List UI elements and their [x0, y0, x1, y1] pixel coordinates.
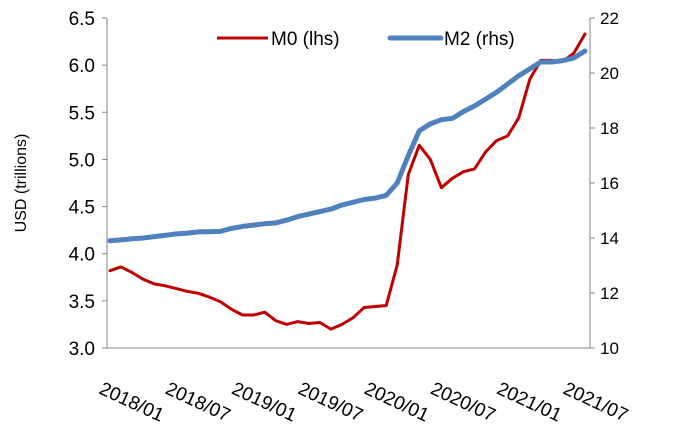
y-axis-label: USD (trillions)	[13, 134, 30, 233]
x-tick-label: 2021/07	[560, 378, 631, 426]
series-line-m0	[108, 32, 587, 331]
right-tick-label: 18	[600, 119, 619, 138]
right-tick-label: 14	[600, 229, 619, 248]
x-tick-label: 2020/07	[427, 378, 498, 426]
legend: M0 (lhs) M2 (rhs)	[217, 29, 515, 50]
left-tick-label: 4.0	[69, 245, 95, 266]
series-line-m2	[107, 48, 588, 244]
right-tick-label: 10	[600, 339, 619, 358]
x-tick-label: 2018/01	[96, 378, 167, 426]
left-tick-label: 4.5	[69, 198, 95, 219]
left-tick-label: 6.0	[69, 56, 95, 77]
left-tick-label: 5.5	[69, 103, 95, 124]
left-tick-label: 6.5	[69, 9, 95, 30]
right-tick-label: 12	[600, 284, 619, 303]
left-tick-label: 3.0	[69, 339, 95, 360]
legend-label-m2: M2 (rhs)	[444, 29, 515, 50]
right-tick-label: 20	[600, 64, 619, 83]
legend-label-m0: M0 (lhs)	[271, 29, 340, 50]
x-tick-label: 2019/01	[228, 378, 299, 426]
x-tick-label: 2018/07	[162, 378, 233, 426]
x-tick-label: 2021/01	[494, 378, 565, 426]
x-tick-label: 2019/07	[295, 378, 366, 426]
x-tick-label: 2020/01	[361, 378, 432, 426]
left-tick-label: 5.0	[69, 150, 95, 171]
left-tick-label: 3.5	[69, 292, 95, 313]
right-tick-label: 16	[600, 174, 619, 193]
right-tick-label: 22	[600, 9, 619, 28]
